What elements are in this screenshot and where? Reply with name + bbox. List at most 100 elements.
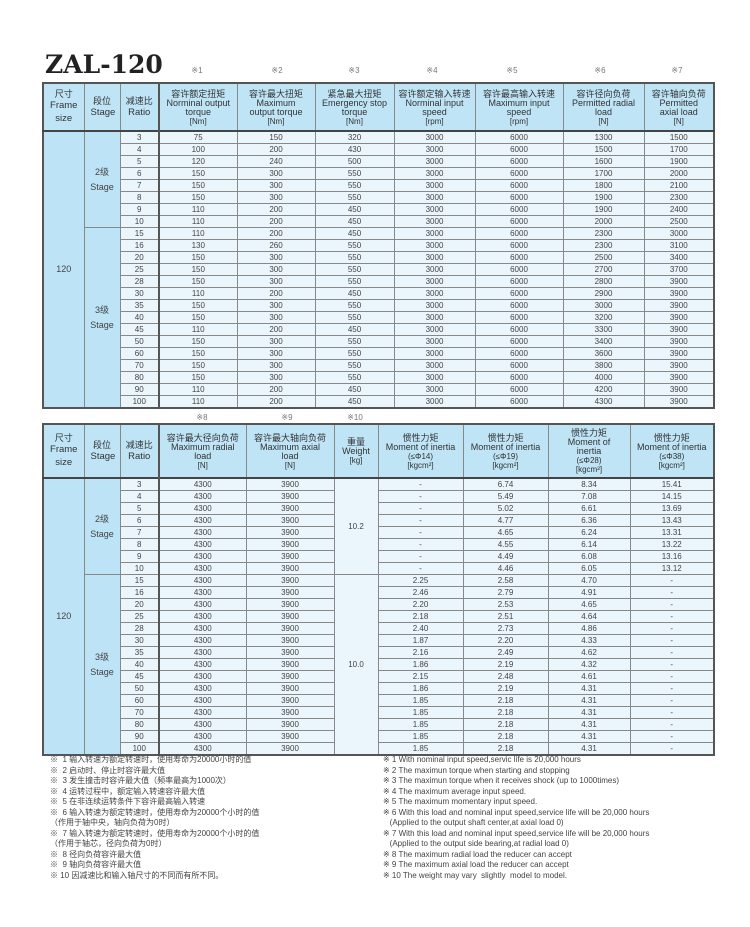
value-cell: 110: [158, 395, 238, 409]
value-cell: 100: [158, 143, 238, 156]
header-cn: 容许最高输入转速: [482, 88, 555, 99]
value-cell: 300: [236, 263, 316, 276]
header-cn: 惯性力矩: [653, 432, 690, 443]
value-cell: 3100: [643, 239, 715, 252]
header-cn: 惯性力矩: [570, 428, 607, 438]
table-row: 9 110 200 450 3000 6000 1900 2400: [43, 203, 715, 216]
ratio-cell: 25: [119, 610, 160, 623]
ratio-cell: 60: [119, 347, 160, 360]
value-cell: 2.51: [462, 610, 549, 623]
ratio-cell: 90: [119, 730, 160, 743]
table-row: 6 150 300 550 3000 6000 1700 2000: [43, 167, 715, 180]
header-en: Maximum axial load: [259, 441, 320, 461]
value-cell: 4300: [158, 742, 247, 756]
value-cell: 1300: [562, 130, 645, 144]
value-cell: 3900: [643, 287, 715, 300]
ratio-cell: 10: [119, 562, 160, 575]
value-cell: 300: [236, 371, 316, 384]
value-cell: 150: [158, 263, 238, 276]
value-cell: 3900: [643, 347, 715, 360]
footnotes-english: ※ 1 With nominal input speed,servic life…: [383, 755, 650, 880]
ratio-cell: 40: [119, 311, 160, 324]
value-cell: 3000: [393, 191, 476, 204]
value-cell: -: [629, 634, 715, 647]
header-unit: [N]: [673, 116, 684, 126]
ratio-cell: 8: [119, 191, 160, 204]
value-cell: 3900: [643, 383, 715, 396]
column-header: 段位 Stage: [83, 423, 121, 479]
table-row: 45 4300 3900 2.15 2.48 4.61-: [43, 670, 715, 683]
value-cell: 4.46: [462, 562, 549, 575]
value-cell: 3200: [562, 311, 645, 324]
header-cn: 容许最大扭矩: [248, 88, 303, 99]
value-cell: 3900: [643, 299, 715, 312]
value-cell: 3900: [245, 622, 335, 635]
ratio-cell: 4: [119, 490, 160, 503]
value-cell: 5.49: [462, 490, 549, 503]
value-cell: 3900: [245, 514, 335, 527]
value-cell: 3000: [643, 227, 715, 240]
table-row: 40 150 300 550 3000 6000 3200 3900: [43, 311, 715, 324]
value-cell: 3900: [643, 395, 715, 409]
value-cell: 450: [314, 203, 395, 216]
header-en: Ratio: [128, 450, 151, 462]
value-cell: 110: [158, 323, 238, 336]
value-cell: 6000: [474, 130, 564, 144]
ratio-cell: 80: [119, 718, 160, 731]
value-cell: 3000: [393, 311, 476, 324]
value-cell: 3000: [393, 179, 476, 192]
value-cell: 4.91: [547, 586, 631, 599]
stage-cn: 3级: [94, 651, 109, 662]
value-cell: 450: [314, 227, 395, 240]
ratio-cell: 45: [119, 323, 160, 336]
value-cell: 4.77: [462, 514, 549, 527]
value-cell: 150: [158, 335, 238, 348]
value-cell: 6.74: [462, 477, 549, 491]
value-cell: 14.15: [629, 490, 715, 503]
column-header: 减速比 Ratio: [119, 423, 160, 479]
value-cell: 4300: [158, 598, 247, 611]
value-cell: -: [629, 670, 715, 683]
page-title: ZAL-120: [45, 50, 163, 79]
column-note-marker: ※7: [671, 66, 683, 75]
value-cell: 4300: [562, 395, 645, 409]
column-header: 容许最高输入转速 Maximum input speed [rpm]: [474, 82, 564, 132]
table-row: 100 110 200 450 3000 6000 4300 3900: [43, 395, 715, 409]
value-cell: 550: [314, 371, 395, 384]
value-cell: 3900: [245, 730, 335, 743]
ratio-cell: 100: [119, 395, 160, 409]
value-cell: 1700: [643, 143, 715, 156]
value-cell: 1.86: [377, 658, 464, 671]
value-cell: 150: [158, 347, 238, 360]
stage-cell: 3级 Stage: [83, 227, 121, 409]
header-unit: [Nm]: [189, 116, 207, 126]
column-header: 尺寸 Frame size: [42, 423, 85, 479]
ratio-cell: 70: [119, 359, 160, 372]
value-cell: 3900: [643, 359, 715, 372]
value-cell: 4300: [158, 550, 247, 563]
value-cell: 300: [236, 275, 316, 288]
header-unit: [N]: [598, 116, 609, 126]
value-cell: 260: [236, 239, 316, 252]
value-cell: 75: [158, 130, 238, 144]
value-cell: 550: [314, 347, 395, 360]
ratio-cell: 7: [119, 526, 160, 539]
ratio-cell: 60: [119, 694, 160, 707]
value-cell: 3000: [393, 143, 476, 156]
ratio-cell: 25: [119, 263, 160, 276]
value-cell: 3300: [562, 323, 645, 336]
value-cell: 3900: [643, 323, 715, 336]
value-cell: 4000: [562, 371, 645, 384]
value-cell: -: [377, 550, 464, 563]
value-cell: 4.31: [547, 730, 631, 743]
ratio-cell: 50: [119, 335, 160, 348]
value-cell: 2.20: [462, 634, 549, 647]
value-cell: 4300: [158, 706, 247, 719]
value-cell: 1.85: [377, 730, 464, 743]
table-row: 35 4300 3900 2.16 2.49 4.62-: [43, 646, 715, 659]
value-cell: 3900: [245, 538, 335, 551]
value-cell: 3000: [393, 251, 476, 264]
value-cell: 3900: [245, 706, 335, 719]
table-row: 28 150 300 550 3000 6000 2800 3900: [43, 275, 715, 288]
